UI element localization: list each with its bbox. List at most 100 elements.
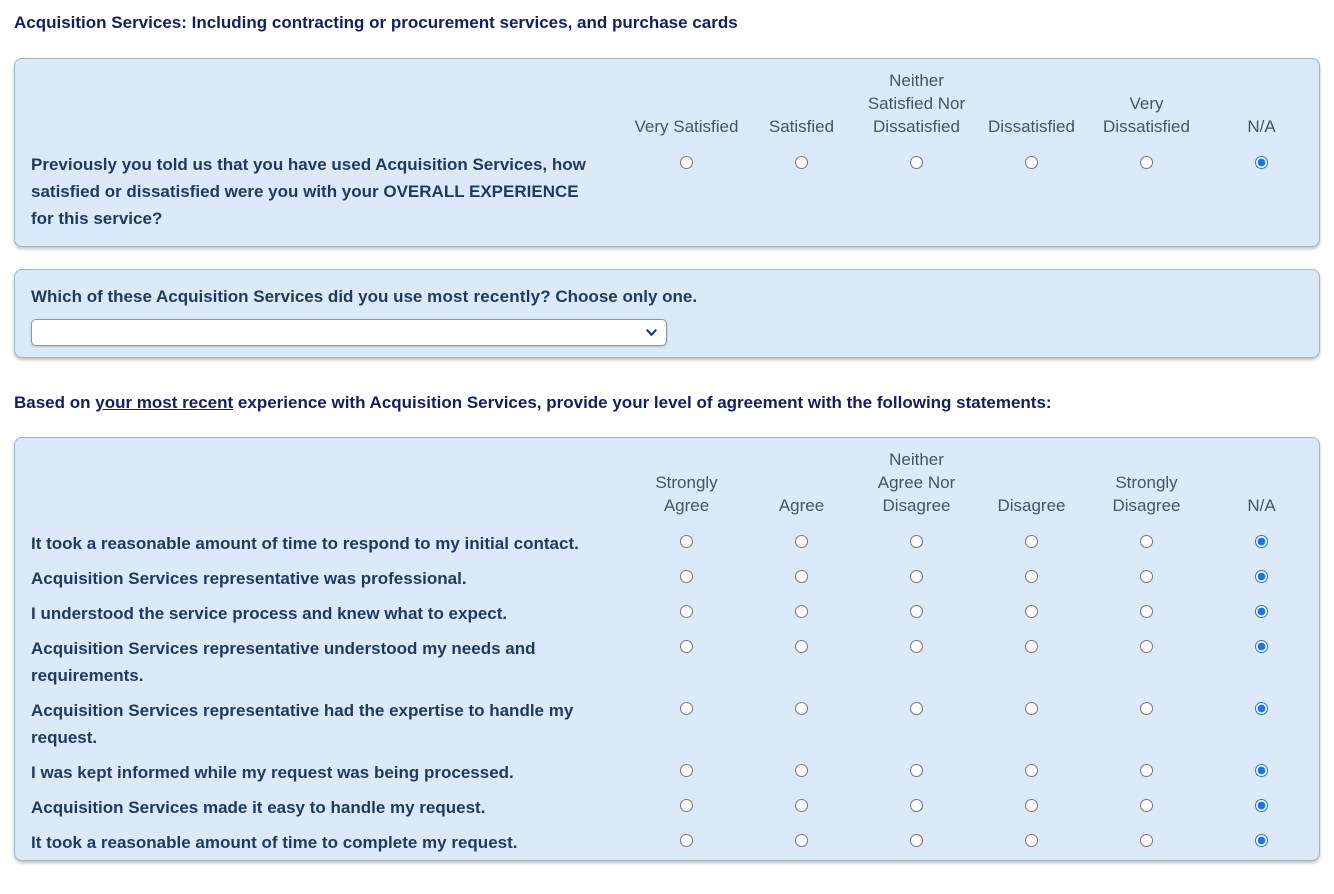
radio-disagree[interactable] (1025, 764, 1038, 777)
satisfaction-table: Very Satisfied Satisfied Neither Satisfi… (15, 59, 1319, 246)
radio-cell (1204, 825, 1319, 860)
radio-disagree[interactable] (1025, 535, 1038, 548)
radio-cell (974, 790, 1089, 825)
radio-agree[interactable] (795, 640, 808, 653)
radio-cell (974, 755, 1089, 790)
radio-disagree[interactable] (1025, 605, 1038, 618)
col-header-satisfied: Satisfied (768, 117, 835, 136)
radio-neither-agree-nor-disagree[interactable] (910, 640, 923, 653)
radio-cell (1204, 790, 1319, 825)
radio-strongly-disagree[interactable] (1140, 834, 1153, 847)
radio-cell (744, 755, 859, 790)
radio-dissatisfied[interactable] (1025, 156, 1038, 169)
radio-agree[interactable] (795, 605, 808, 618)
radio-strongly-disagree[interactable] (1140, 764, 1153, 777)
radio-strongly-disagree[interactable] (1140, 570, 1153, 583)
agreement-header-row: Strongly Agree Agree Neither Agree Nor D… (15, 438, 1319, 526)
radio-na[interactable] (1255, 702, 1268, 715)
radio-cell (744, 825, 859, 860)
radio-strongly-agree[interactable] (680, 799, 693, 812)
empty-header-cell (15, 438, 629, 526)
radio-strongly-disagree[interactable] (1140, 799, 1153, 812)
radio-agree[interactable] (795, 834, 808, 847)
radio-cell (744, 596, 859, 631)
radio-neither-agree-nor-disagree[interactable] (910, 799, 923, 812)
radio-cell (629, 825, 744, 860)
radio-strongly-agree[interactable] (680, 605, 693, 618)
radio-cell (859, 631, 974, 693)
radio-agree[interactable] (795, 702, 808, 715)
radio-strongly-disagree[interactable] (1140, 702, 1153, 715)
radio-strongly-disagree[interactable] (1140, 535, 1153, 548)
statement-text: Acquisition Services representative unde… (31, 639, 536, 685)
radio-cell (859, 790, 974, 825)
radio-na[interactable] (1255, 535, 1268, 548)
question-bold-phrase: most recently (427, 287, 541, 306)
radio-neither-satisfied-nor-dissatisfied[interactable] (910, 156, 923, 169)
radio-disagree[interactable] (1025, 640, 1038, 653)
heading-emphasis: your most recent (95, 393, 234, 412)
recent-service-select[interactable] (31, 319, 667, 346)
radio-cell (1089, 631, 1204, 693)
radio-na[interactable] (1255, 605, 1268, 618)
radio-na[interactable] (1255, 764, 1268, 777)
radio-na[interactable] (1255, 156, 1268, 169)
radio-na[interactable] (1255, 570, 1268, 583)
radio-cell (974, 631, 1089, 693)
recent-service-panel: Which of these Acquisition Services did … (14, 269, 1320, 358)
statement-text: Acquisition Services made it easy to han… (31, 798, 486, 817)
radio-very-satisfied[interactable] (680, 156, 693, 169)
radio-strongly-agree[interactable] (680, 535, 693, 548)
radio-neither-agree-nor-disagree[interactable] (910, 570, 923, 583)
radio-disagree[interactable] (1025, 834, 1038, 847)
radio-cell (629, 693, 744, 755)
radio-satisfied[interactable] (795, 156, 808, 169)
radio-disagree[interactable] (1025, 799, 1038, 812)
agreement-section-heading: Based on your most recent experience wit… (14, 390, 1320, 416)
radio-na[interactable] (1255, 640, 1268, 653)
col-header-strongly-disagree: Strongly Disagree (1112, 473, 1181, 515)
radio-very-dissatisfied[interactable] (1140, 156, 1153, 169)
radio-agree[interactable] (795, 799, 808, 812)
satisfaction-panel: Very Satisfied Satisfied Neither Satisfi… (14, 58, 1320, 247)
radio-strongly-agree[interactable] (680, 834, 693, 847)
radio-neither-agree-nor-disagree[interactable] (910, 764, 923, 777)
radio-agree[interactable] (795, 535, 808, 548)
radio-strongly-disagree[interactable] (1140, 605, 1153, 618)
col-header-agree: Agree (778, 496, 825, 515)
statement-text: Acquisition Services representative was … (31, 569, 467, 588)
col-header-na: N/A (1247, 496, 1276, 515)
radio-cell (974, 596, 1089, 631)
radio-cell (974, 825, 1089, 860)
satisfaction-header-row: Very Satisfied Satisfied Neither Satisfi… (15, 59, 1319, 147)
radio-strongly-agree[interactable] (680, 570, 693, 583)
radio-cell (1089, 561, 1204, 596)
table-row: Acquisition Services made it easy to han… (15, 790, 1319, 825)
radio-neither-agree-nor-disagree[interactable] (910, 834, 923, 847)
radio-cell (859, 693, 974, 755)
radio-neither-agree-nor-disagree[interactable] (910, 702, 923, 715)
radio-strongly-agree[interactable] (680, 640, 693, 653)
radio-neither-agree-nor-disagree[interactable] (910, 605, 923, 618)
radio-strongly-agree[interactable] (680, 702, 693, 715)
radio-cell (744, 526, 859, 561)
radio-agree[interactable] (795, 764, 808, 777)
statement-text: I was kept informed while my request was… (31, 763, 514, 782)
radio-cell (1204, 596, 1319, 631)
col-header-strongly-agree: Strongly Agree (655, 473, 718, 515)
question-text: Previously you told us that you have use… (31, 155, 586, 228)
radio-disagree[interactable] (1025, 570, 1038, 583)
radio-neither-agree-nor-disagree[interactable] (910, 535, 923, 548)
radio-na[interactable] (1255, 834, 1268, 847)
col-header-na: N/A (1247, 117, 1276, 136)
table-row: Previously you told us that you have use… (15, 147, 1319, 246)
table-row: I understood the service process and kne… (15, 596, 1319, 631)
radio-agree[interactable] (795, 570, 808, 583)
radio-cell (1089, 526, 1204, 561)
radio-na[interactable] (1255, 799, 1268, 812)
radio-strongly-agree[interactable] (680, 764, 693, 777)
radio-cell (1204, 526, 1319, 561)
radio-cell (859, 755, 974, 790)
radio-strongly-disagree[interactable] (1140, 640, 1153, 653)
radio-disagree[interactable] (1025, 702, 1038, 715)
